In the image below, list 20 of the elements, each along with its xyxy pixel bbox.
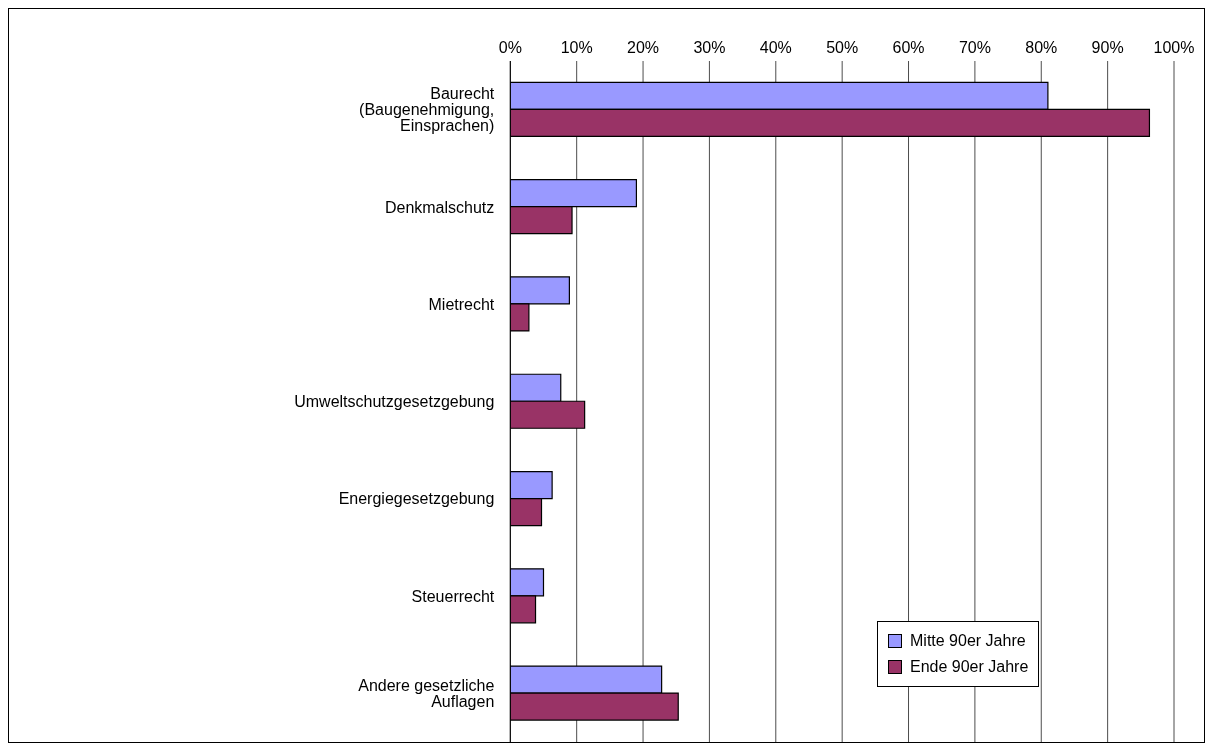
x-tick-label: 50% [826,39,859,56]
x-tick-label: 100% [1153,39,1195,56]
x-tick-label: 60% [892,39,925,56]
legend-label: Ende 90er Jahre [910,657,1029,677]
y-tick-label: Energiegesetzgebung [338,490,495,508]
x-tick-label: 0% [498,39,522,56]
y-tick-label: Mietrecht [428,295,495,313]
y-tick-label: Steuerrecht [411,587,495,605]
x-tick-label: 90% [1091,39,1124,56]
y-tick-label: Andere gesetzliche Auflagen [358,677,495,711]
x-tick-label: 30% [693,39,726,56]
x-tick-label: 40% [759,39,792,56]
y-tick-label: Umweltschutzgesetzgebung [294,393,495,411]
x-tick-label: 10% [560,39,593,56]
x-tick-label: 20% [627,39,660,56]
x-tick-label: 80% [1025,39,1058,56]
y-tick-label: Denkmalschutz [384,198,495,216]
legend-label: Mitte 90er Jahre [910,631,1026,651]
x-tick-label: 70% [958,39,991,56]
y-tick-label: Baurecht (Baugenehmigung, Einsprachen) [359,85,495,135]
